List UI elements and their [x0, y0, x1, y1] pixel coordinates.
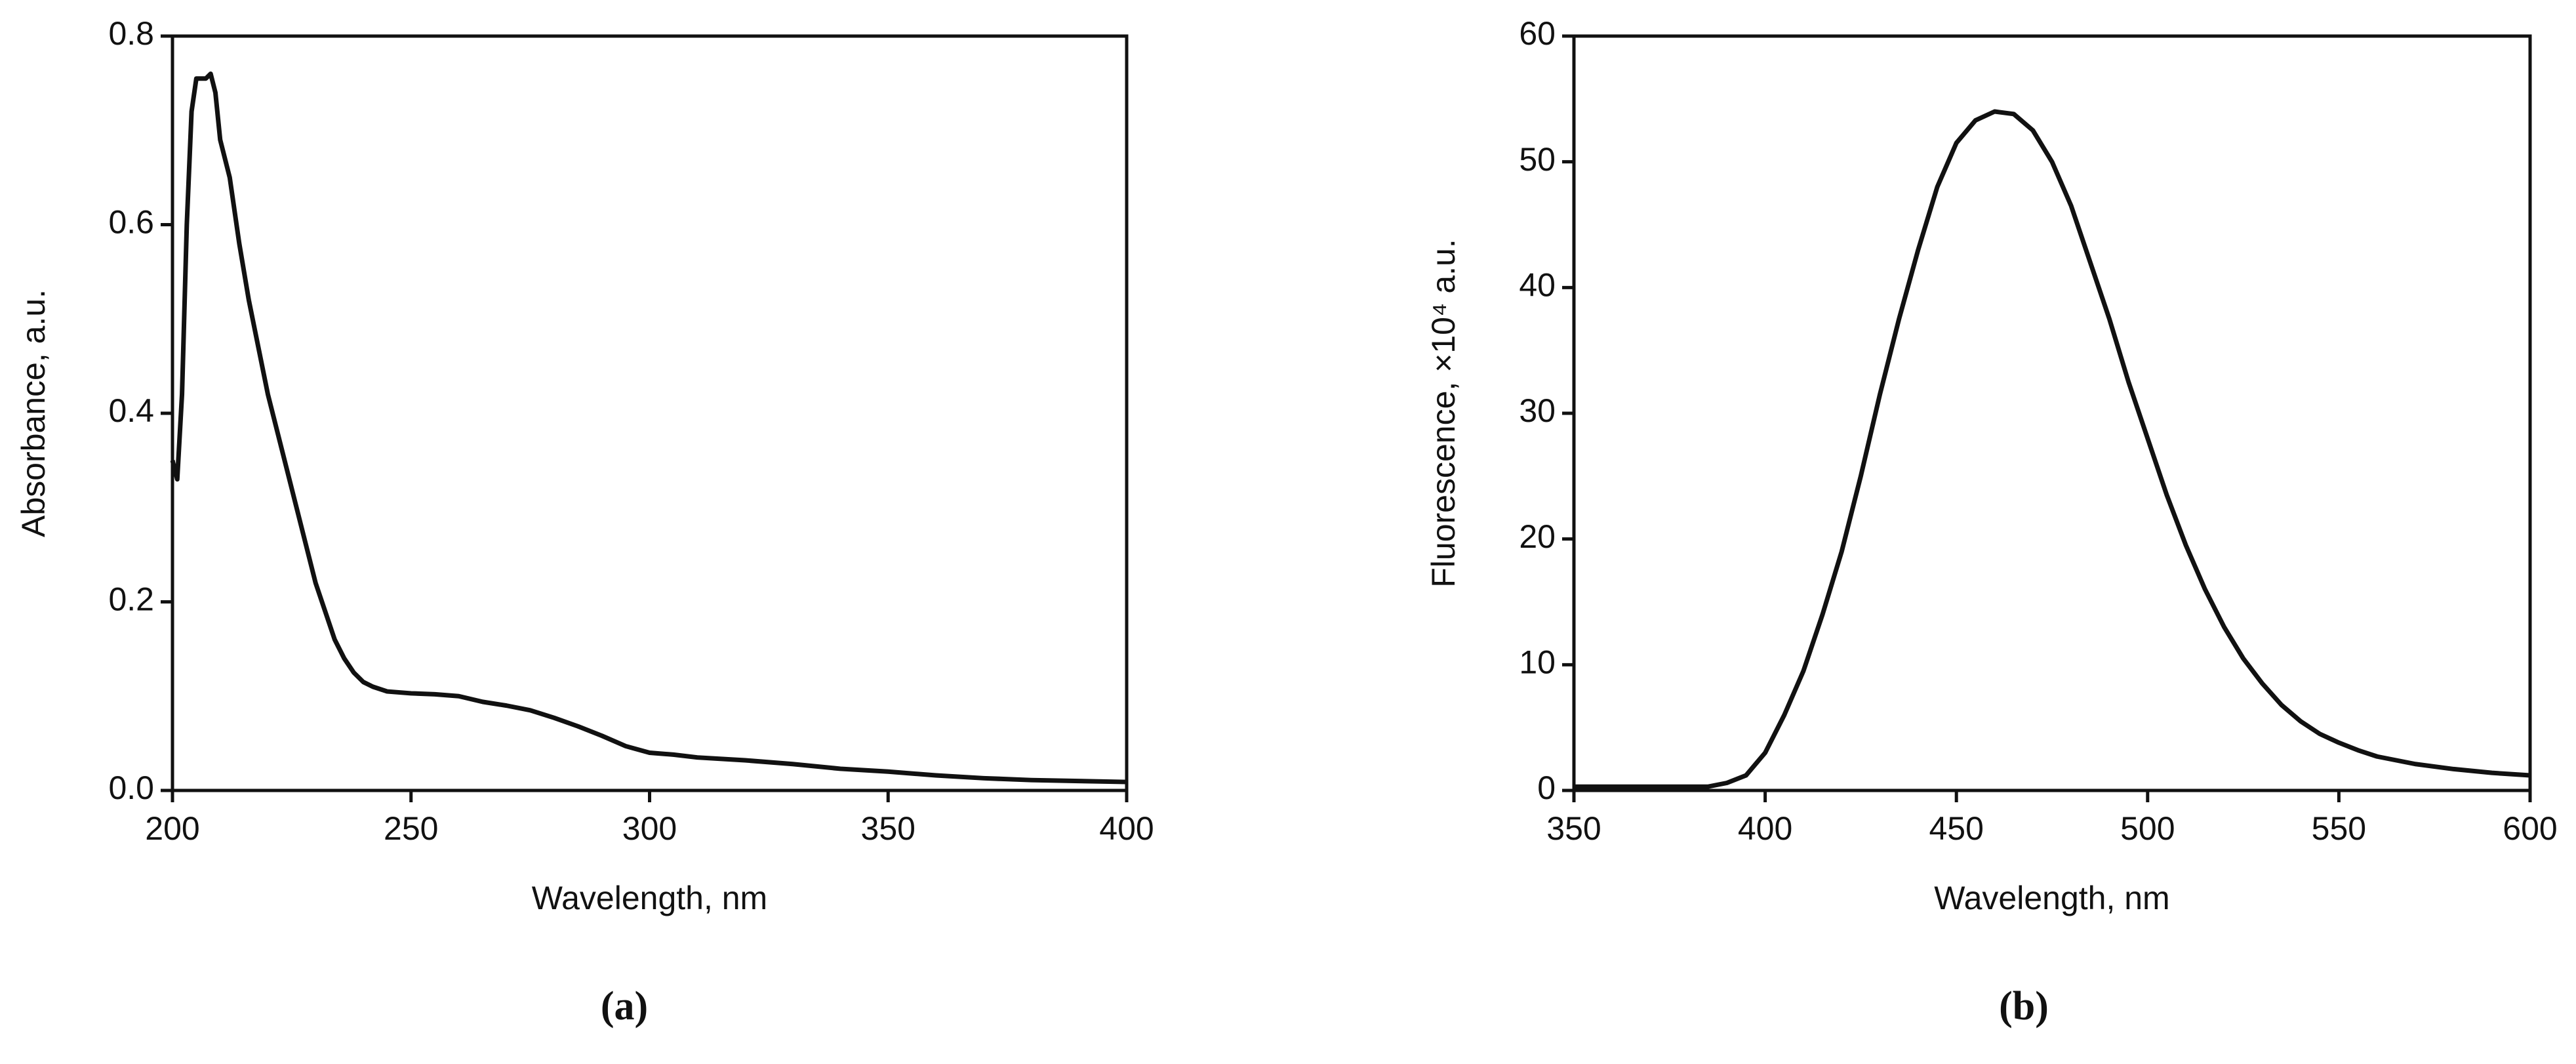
x-axis-label: Wavelength, nm — [1934, 880, 2169, 916]
x-tick-label: 200 — [145, 810, 199, 847]
y-axis-label: Fluorescence, ×10⁴ a.u. — [1425, 239, 1462, 588]
y-tick-label: 60 — [1519, 15, 1556, 52]
y-tick-label: 0.2 — [108, 581, 154, 618]
panel-caption: (a) — [601, 984, 648, 1029]
x-axis-label: Wavelength, nm — [532, 880, 767, 916]
plot-frame — [171, 34, 1129, 792]
y-axis-label: Absorbance, a.u. — [15, 289, 52, 537]
x-tick-label: 450 — [1929, 810, 1983, 847]
y-tick-label: 0 — [1537, 769, 1556, 806]
x-tick-label: 250 — [384, 810, 438, 847]
x-tick-label: 600 — [2503, 810, 2557, 847]
y-tick-label: 0.0 — [108, 769, 154, 806]
y-tick-label: 0.4 — [108, 392, 154, 429]
y-tick-label: 30 — [1519, 392, 1556, 429]
panel-caption: (b) — [1999, 984, 2049, 1029]
data-line — [170, 72, 1127, 785]
x-tick-label: 500 — [2120, 810, 2175, 847]
y-tick-label: 10 — [1519, 644, 1556, 681]
y-tick-label: 0.8 — [108, 15, 154, 52]
y-tick-label: 20 — [1519, 518, 1556, 555]
y-tick-label: 0.6 — [108, 204, 154, 241]
x-tick-label: 550 — [2312, 810, 2366, 847]
x-tick-label: 400 — [1099, 810, 1154, 847]
x-tick-label: 350 — [861, 810, 916, 847]
plot-frame — [1572, 34, 2532, 792]
x-tick-label: 400 — [1738, 810, 1792, 847]
y-tick-label: 50 — [1519, 141, 1556, 178]
data-line — [1574, 109, 2531, 789]
x-tick-label: 300 — [622, 810, 677, 847]
x-tick-label: 350 — [1546, 810, 1601, 847]
y-tick-label: 40 — [1519, 267, 1556, 304]
